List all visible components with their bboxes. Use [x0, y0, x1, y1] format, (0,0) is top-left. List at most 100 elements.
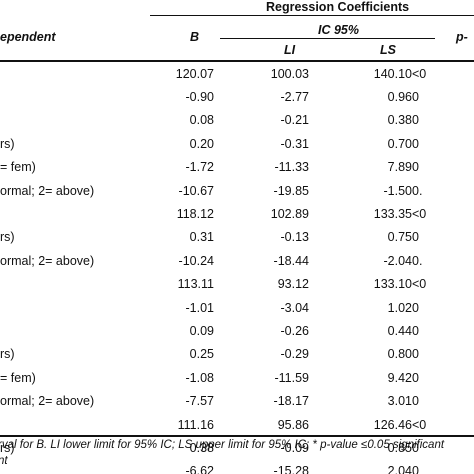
- table-row: 0.09 -0.26 0.44 0: [0, 319, 474, 342]
- p-value-column-header: p-: [456, 30, 468, 44]
- b-value: 113.11: [177, 277, 214, 292]
- ls-value: 133.35: [373, 207, 412, 222]
- table-row: -1.01 -3.04 1.02 0: [0, 296, 474, 319]
- row-label: [0, 202, 150, 225]
- b-value: 120.07: [175, 66, 214, 81]
- table-footnote: rval for B. LI lower limit for 95% IC; L…: [0, 437, 474, 469]
- li-value: 100.03: [270, 66, 309, 81]
- table-row: 113.11 93.12 133.10 <0: [0, 273, 474, 296]
- ls-value: 0.75: [387, 230, 412, 245]
- footnote-line-1: rval for B. LI lower limit for 95% IC; L…: [0, 439, 445, 451]
- table-row: -6.62 -15.28 2.04 0: [0, 460, 474, 474]
- b-value: -7.57: [185, 394, 215, 409]
- header-rule-top: [150, 15, 474, 16]
- b-value: -1.08: [185, 370, 215, 385]
- b-value: 118.12: [176, 207, 214, 222]
- ls-value: 9.42: [387, 370, 412, 385]
- li-value: -0.21: [280, 113, 310, 128]
- li-value: -15.28: [273, 464, 309, 474]
- table-row: rs) 0.20 -0.31 0.70 0: [0, 132, 474, 155]
- row-label: [0, 85, 150, 108]
- table-row: ormal; 2= above) -10.24 -18.44 -2.04 0.: [0, 249, 474, 272]
- row-label: [0, 109, 150, 132]
- ls-value: -1.50: [383, 183, 413, 198]
- li-value: -0.13: [280, 230, 310, 245]
- p-value: 0: [412, 440, 419, 455]
- row-label: ormal; 2= above): [0, 253, 95, 268]
- ls-value: 0.80: [387, 347, 412, 362]
- li-value: -3.04: [280, 300, 310, 315]
- p-value: <0: [412, 66, 427, 81]
- table-row: = fem) -1.08 -11.59 9.42 0: [0, 366, 474, 389]
- ls-value: -2.04: [383, 253, 413, 268]
- p-value: 0: [412, 113, 419, 128]
- ls-value: 0.96: [387, 90, 412, 105]
- ls-column-header: LS: [380, 43, 396, 57]
- coefficients-table: 120.07 100.03 140.10 <0 -0.90 -2.77 0.96 0 0.08-…: [0, 62, 474, 474]
- p-value: 0: [412, 394, 419, 409]
- li-value: -0.31: [280, 136, 310, 151]
- header-rule-ic: [220, 38, 435, 39]
- p-value: <0: [412, 417, 427, 432]
- table-row: ormal; 2= above) -10.67 -19.85 -1.50 0.: [0, 179, 474, 202]
- p-value: 0: [412, 370, 419, 385]
- row-label: = fem): [0, 160, 36, 175]
- p-value: 0: [412, 347, 419, 362]
- li-value: 102.89: [270, 207, 309, 222]
- row-label: ormal; 2= above): [0, 394, 95, 409]
- li-value: -11.59: [274, 370, 309, 385]
- table-row: 120.07 100.03 140.10 <0: [0, 62, 474, 85]
- p-value: 0: [412, 323, 419, 338]
- group-title: Regression Coefficients: [266, 0, 410, 14]
- b-value: -6.62: [185, 464, 215, 474]
- ls-value: 7.89: [387, 160, 412, 175]
- b-value: 0.09: [189, 323, 214, 338]
- li-value: -18.17: [273, 394, 309, 409]
- row-label: rs): [0, 136, 15, 151]
- b-value: 0.08: [189, 113, 214, 128]
- li-value: 95.86: [277, 417, 309, 432]
- li-value: -0.26: [280, 323, 310, 338]
- table-row: 0.08 -0.21 0.38 0: [0, 109, 474, 132]
- header-rule-bottom: [0, 60, 474, 62]
- b-value: 0.20: [189, 136, 214, 151]
- ls-value: 0.70: [387, 136, 412, 151]
- row-label: rs): [0, 347, 15, 362]
- li-column-header: LI: [284, 43, 296, 57]
- p-value: 0.: [412, 253, 423, 268]
- table-rule-bottom: [0, 435, 474, 437]
- li-value: -0.29: [280, 347, 310, 362]
- p-value: <0: [412, 277, 427, 292]
- row-label: = fem): [0, 370, 36, 385]
- table-row: ormal; 2= above) -7.57 -18.17 3.01 0: [0, 389, 474, 412]
- b-value: -0.90: [185, 90, 215, 105]
- ls-value: 0.44: [387, 323, 412, 338]
- li-value: -18.44: [273, 253, 309, 268]
- ls-value: 0.85: [387, 440, 412, 455]
- li-value: -11.33: [274, 160, 309, 175]
- row-label: [0, 273, 150, 296]
- p-value: 0: [412, 160, 419, 175]
- li-value: -2.77: [280, 90, 310, 105]
- ls-value: 133.10: [373, 277, 412, 292]
- ic-column-header: IC 95%: [318, 23, 359, 37]
- table-row: = fem) -1.72 -11.33 7.89 0: [0, 156, 474, 179]
- row-label: [0, 319, 150, 342]
- b-value: -10.24: [178, 253, 214, 268]
- table-row: 118.12 102.89 133.35 <0: [0, 202, 474, 225]
- p-value: 0: [412, 300, 419, 315]
- dependent-column-header: ependent: [0, 30, 56, 44]
- footnote-line-2: nt: [0, 455, 8, 467]
- p-value: <0: [412, 207, 427, 222]
- li-value: 93.12: [277, 277, 309, 292]
- row-label: rs): [0, 230, 15, 245]
- b-value: 111.16: [177, 417, 214, 432]
- row-label: [0, 296, 150, 319]
- table-row: -0.90 -2.77 0.96 0: [0, 85, 474, 108]
- p-value: 0: [412, 136, 419, 151]
- table-row: rs) 0.25 -0.29 0.80 0: [0, 343, 474, 366]
- b-value: 0.38: [189, 440, 214, 455]
- ls-value: 3.01: [387, 394, 412, 409]
- b-value: -10.67: [178, 183, 214, 198]
